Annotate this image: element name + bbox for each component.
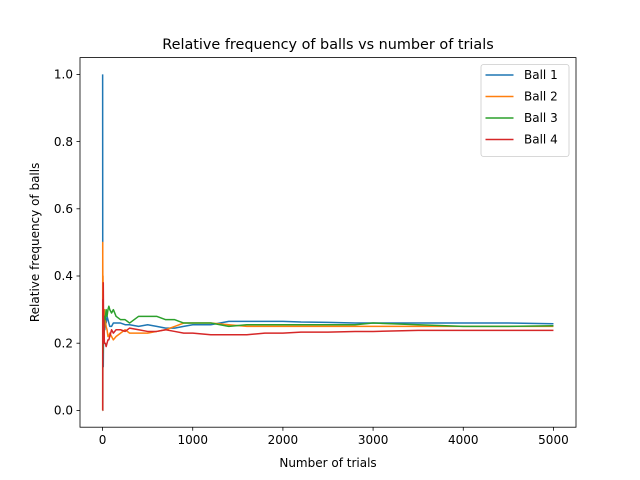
x-tick-label: 2000	[268, 433, 299, 447]
y-tick-label: 0.6	[54, 202, 73, 216]
x-tick-label: 0	[99, 433, 107, 447]
x-axis-label: Number of trials	[279, 456, 376, 470]
series-lines	[101, 74, 554, 412]
legend-label: Ball 4	[524, 133, 558, 147]
legend: Ball 1 Ball 2 Ball 3 Ball 4	[480, 64, 570, 157]
y-tick-label: 0.0	[54, 404, 73, 418]
legend-label: Ball 2	[524, 90, 558, 104]
x-tick-label: 1000	[177, 433, 208, 447]
plot-frame	[79, 57, 577, 428]
y-axis-label: Relative frequency of balls	[28, 163, 42, 322]
y-tick-label: 0.2	[54, 336, 73, 350]
y-tick-label: 1.0	[54, 68, 73, 82]
legend-label: Ball 1	[524, 68, 558, 82]
y-tick-label: 0.4	[54, 269, 73, 283]
chart-title: Relative frequency of balls vs number of…	[162, 37, 493, 53]
legend-box	[480, 64, 570, 157]
y-axis: 0.0 0.2 0.4 0.6 0.8 1.0	[54, 68, 80, 418]
x-tick-label: 3000	[358, 433, 389, 447]
x-axis: 0 1000 2000 3000 4000 5000	[99, 427, 569, 447]
legend-label: Ball 3	[524, 111, 558, 125]
y-tick-label: 0.8	[54, 135, 73, 149]
x-tick-label: 4000	[448, 433, 479, 447]
series-line-ball-4	[101, 281, 554, 412]
x-tick-label: 5000	[538, 433, 569, 447]
